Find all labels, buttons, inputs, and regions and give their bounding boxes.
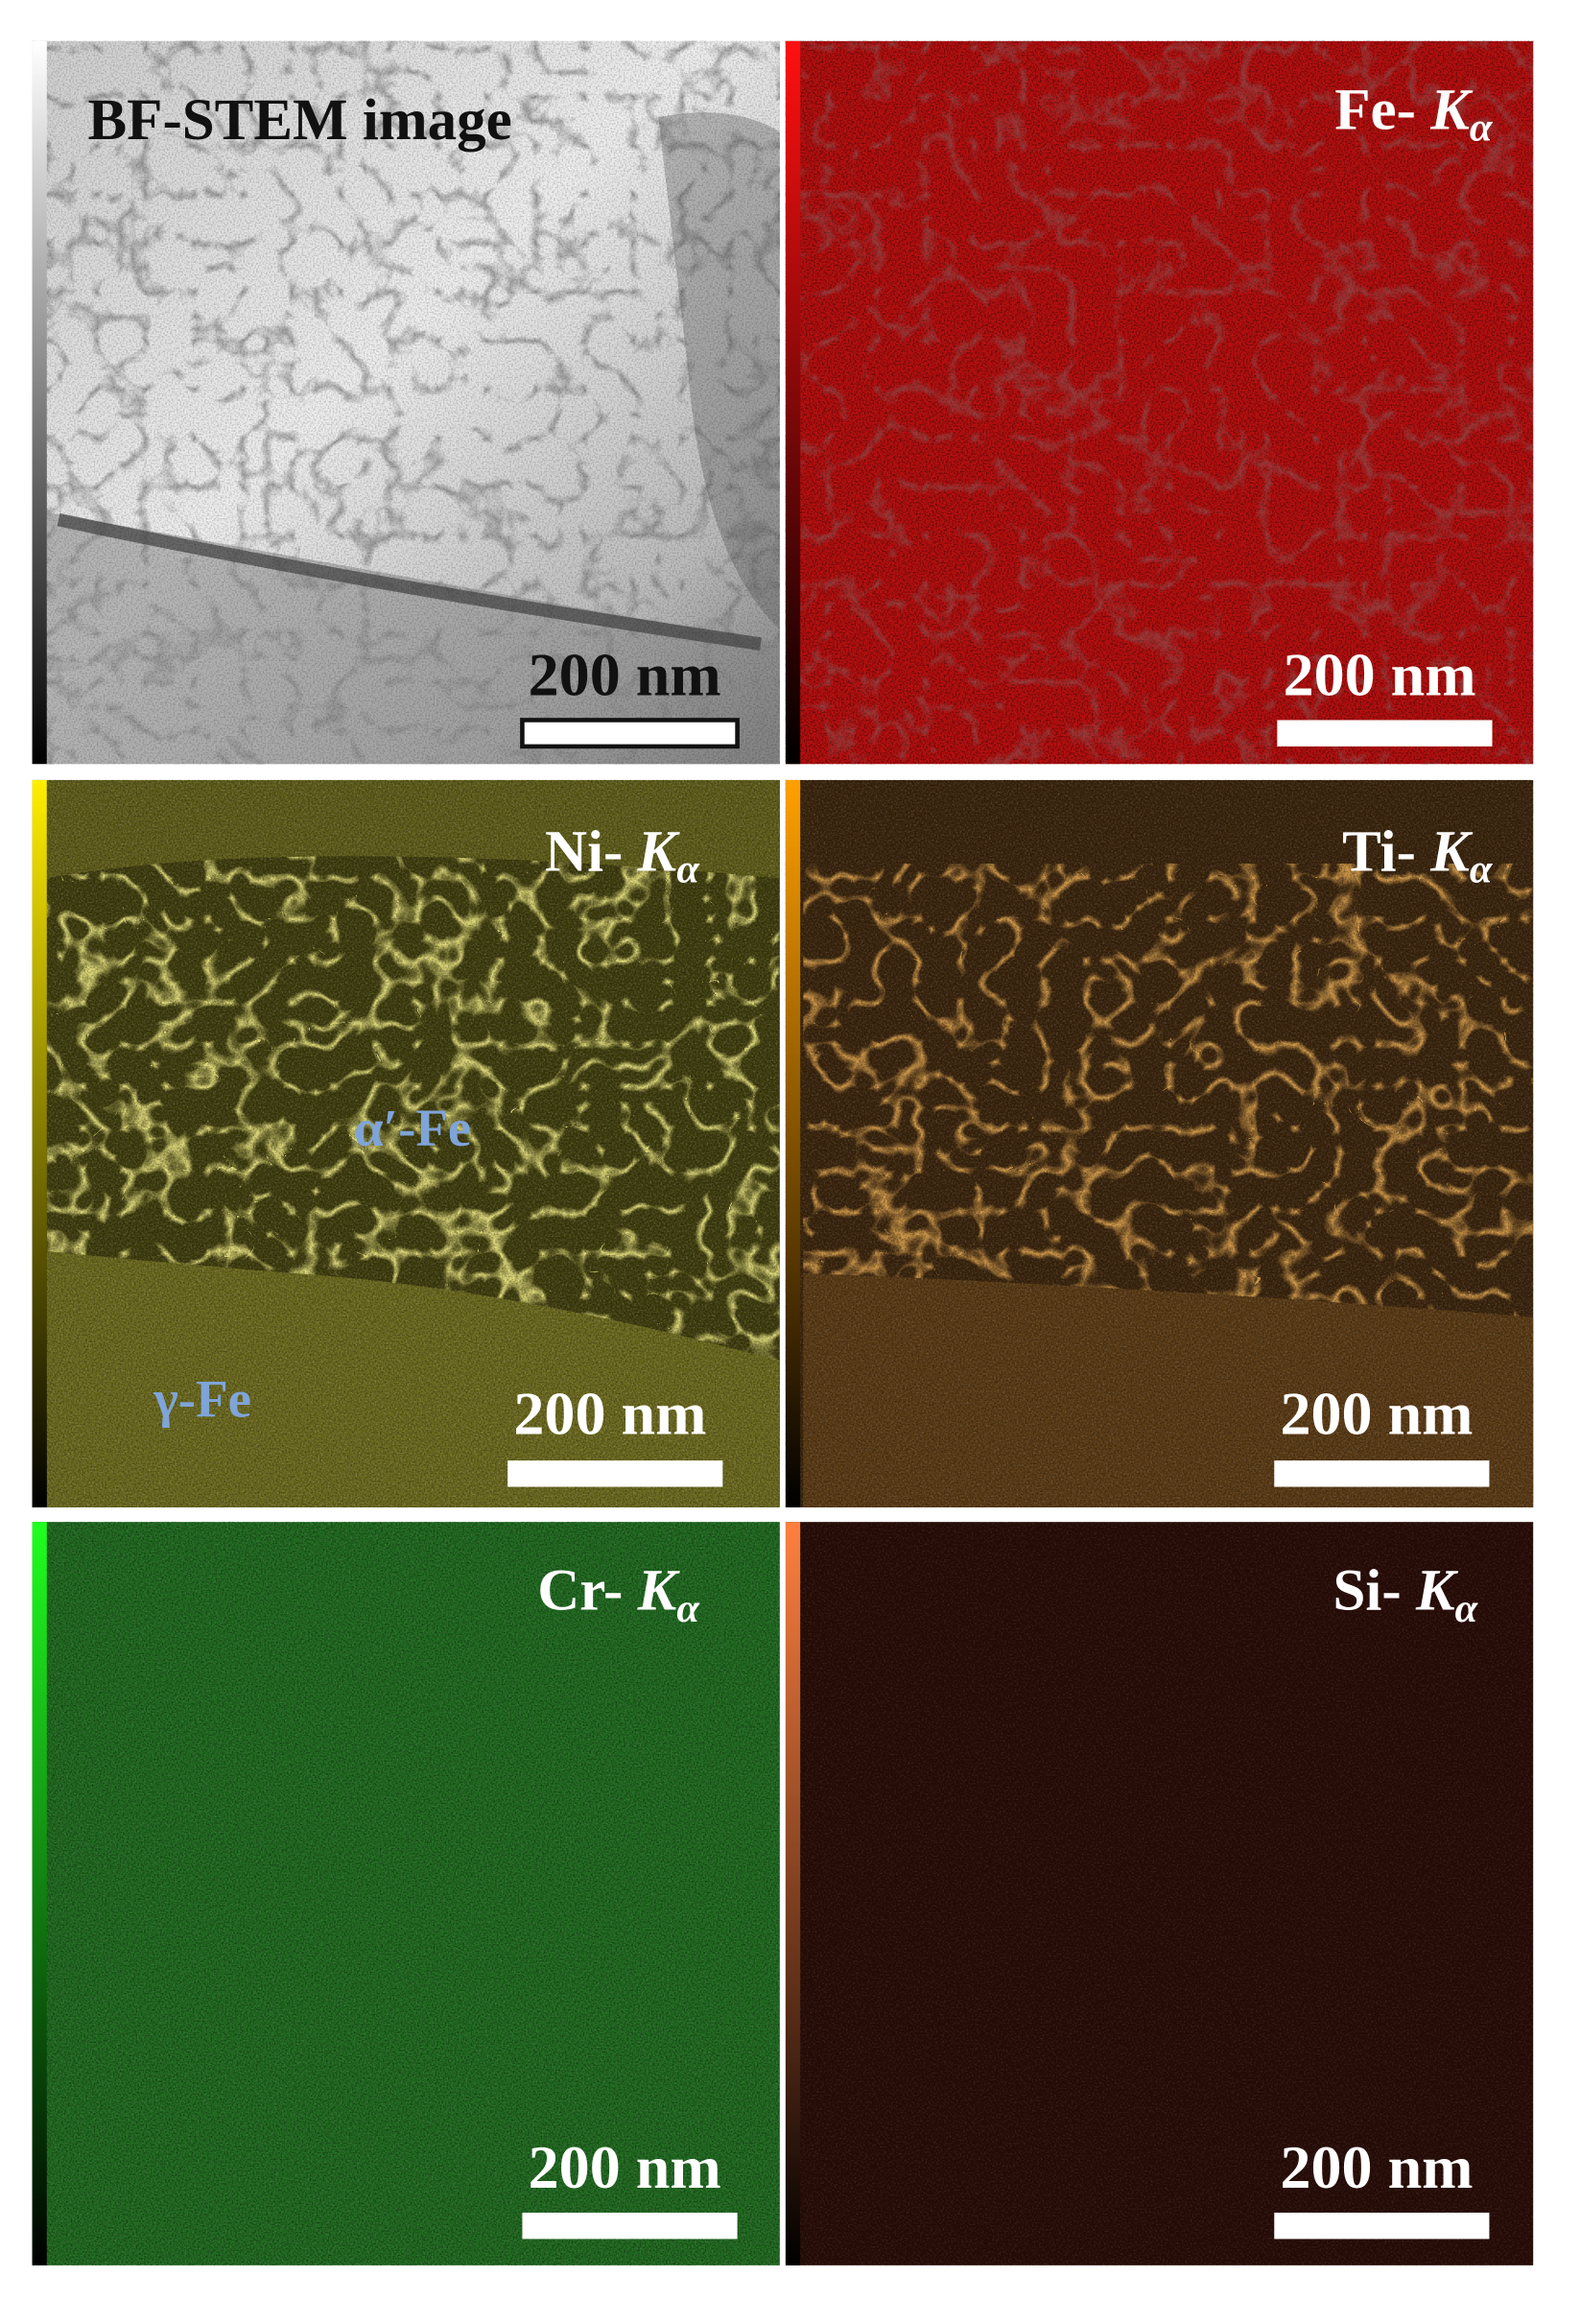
- panel-label: Si- Kα: [1333, 1559, 1479, 1631]
- scale-bar-label: 200 nm: [1284, 641, 1476, 709]
- element: Fe-: [1334, 78, 1416, 142]
- subscript: α: [676, 1586, 700, 1631]
- scale-bar-label: 200 nm: [1281, 1380, 1474, 1448]
- scale-bar-label: 200 nm: [529, 2133, 721, 2201]
- panel-ni: Ni- Kα α′-Fe γ-Fe 200 nm: [32, 779, 780, 1507]
- panel-cr: Cr- Kα 200 nm: [32, 1522, 780, 2265]
- element: Ni-: [545, 820, 623, 885]
- panel-fe: Fe- Kα 200 nm: [785, 40, 1534, 765]
- element: Si-: [1333, 1559, 1402, 1624]
- line: K: [1429, 78, 1474, 142]
- phase-annotation: γ-Fe: [153, 1369, 251, 1428]
- panel-bf-stem: BF-STEM image 200 nm: [32, 40, 780, 765]
- scale-bar-label: 200 nm: [529, 641, 721, 709]
- panel-ti: Ti- Kα 200 nm: [785, 779, 1534, 1507]
- panel-label: Ti- Kα: [1342, 820, 1494, 892]
- phase-annotation: α′-Fe: [354, 1099, 471, 1157]
- subscript: α: [1455, 1586, 1479, 1631]
- panel-label: Ni- Kα: [545, 820, 700, 892]
- line: K: [1429, 820, 1474, 885]
- element: Ti-: [1342, 820, 1416, 885]
- subscript: α: [676, 847, 700, 892]
- panel-title: BF-STEM image: [88, 88, 512, 153]
- line: K: [637, 1559, 681, 1624]
- scale-bar-label: 200 nm: [513, 1380, 706, 1448]
- scale-bar-label: 200 nm: [1281, 2133, 1474, 2201]
- line: K: [637, 820, 681, 885]
- panel-label: Fe- Kα: [1334, 78, 1494, 150]
- panel-label: Cr- Kα: [537, 1559, 700, 1631]
- subscript: α: [1470, 847, 1494, 892]
- element: Cr-: [537, 1559, 623, 1624]
- subscript: α: [1470, 106, 1494, 151]
- line: K: [1415, 1559, 1459, 1624]
- panel-si: Si- Kα 200 nm: [785, 1522, 1534, 2265]
